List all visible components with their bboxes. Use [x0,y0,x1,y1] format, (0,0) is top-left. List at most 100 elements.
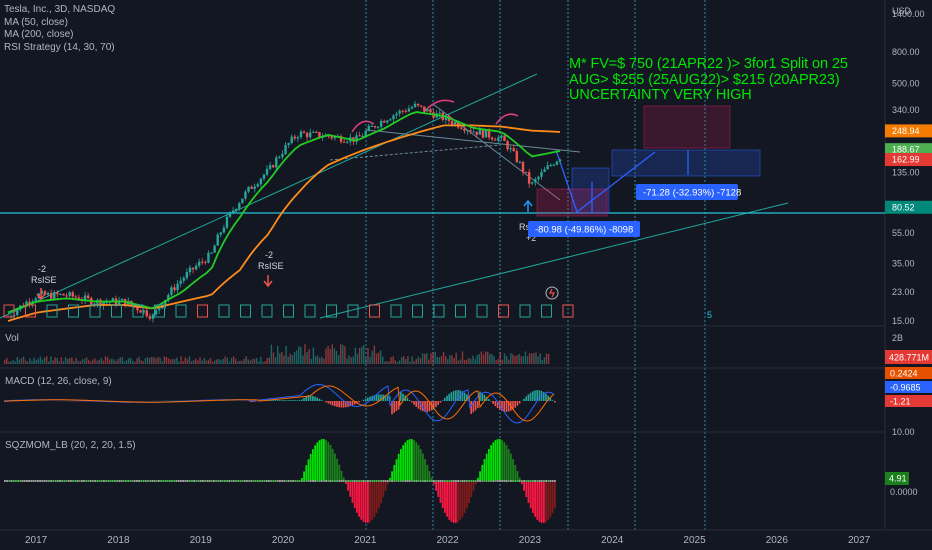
squeeze-dot [221,480,224,482]
squeeze-dot [492,480,495,482]
squeeze-bar [364,481,367,523]
volume-bar [505,356,508,364]
candle-body [299,131,303,138]
rsise-label-2: RsISE [258,261,284,271]
candle-body [379,120,383,127]
squeeze-bar [327,442,330,481]
squeeze-dot [371,480,374,482]
volume-bar [400,357,403,364]
squeeze-dot [171,480,173,482]
macd-histogram-bar [331,401,334,406]
volume-bar [237,361,239,364]
squeeze-bar [507,449,510,481]
squeeze-dot [118,480,121,482]
macd-histogram-bar [527,394,530,401]
squeeze-dot [457,480,459,482]
volume-bar [417,356,420,364]
volume-bar [274,357,277,364]
squeeze-bar [353,481,356,509]
macd-histogram-bar [380,394,382,401]
candle-body [494,139,497,141]
volume-bar [247,359,249,364]
squeeze-dot [169,480,171,482]
squeeze-bar [481,465,484,481]
candle-body [395,113,398,116]
candle-body [53,292,56,299]
macd-histogram-bar [479,391,481,401]
squeeze-bar [373,481,376,517]
squeeze-dot [323,480,325,482]
volume-bar [459,359,462,364]
squeeze-dot [446,480,448,482]
volume-bar [50,356,52,364]
squeeze-dot [276,480,279,482]
macd-histogram-bar [345,401,347,408]
volume-bar [514,356,516,364]
macd-histogram-bar [534,390,536,401]
volume-bar [6,357,8,364]
macd-histogram-bar [496,401,499,409]
legend-ma200: MA (200, close) [4,29,74,40]
lower-channel-line [319,202,789,319]
candle-body [370,125,374,127]
candle-body [543,169,546,172]
squeeze-dot [219,480,222,482]
volume-bar [125,360,128,364]
volume-bar [106,357,109,364]
volume-bar [85,357,88,364]
volume-bar [394,360,396,364]
volume-bar [319,357,321,364]
squeeze-bar [314,445,316,481]
volume-bar [346,358,348,364]
peak-trendline [365,129,581,153]
volume-bar [251,359,254,364]
macd-histogram-bar [316,397,318,401]
candle-body [194,265,198,270]
price-candles [6,101,562,323]
volume-bar [298,346,300,364]
volume-bar [272,352,275,364]
candle-body [111,298,115,302]
volume-bars [4,344,550,364]
volume-bar [230,357,233,364]
squeeze-bar [404,442,407,481]
macd-histogram-bar [325,401,327,403]
volume-bar [472,355,474,364]
volume-bar [335,350,338,364]
earnings-marker [111,304,122,318]
macd-histogram-bar [505,401,508,412]
volume-bar [316,355,319,364]
volume-bar [79,361,81,364]
squeeze-dot [136,480,138,482]
candle-body [62,293,65,296]
squeeze-bar [455,481,457,523]
squeeze-dot [248,480,250,482]
candle-body [241,198,244,204]
squeeze-dot [518,480,521,482]
candle-body [151,314,155,319]
squeeze-bar [301,478,303,481]
squeeze-dot [485,480,488,482]
squeeze-bar [435,481,437,491]
squeeze-bar [402,445,404,481]
earnings-marker [412,304,423,318]
squeeze-dot [74,480,77,482]
price-axis-badge [885,153,932,167]
candle-body [444,115,448,121]
macd-histogram-bar [375,394,378,401]
earnings-marker [541,304,552,318]
volume-bar [442,352,445,364]
price-axis-tick: 23.00 [892,287,915,297]
volume-bar [463,359,466,364]
candle-body [278,156,281,158]
volume-bar [283,355,285,364]
candle-body [383,120,386,123]
macd-histogram-bar [512,401,514,410]
macd-histogram-bar [356,401,358,404]
volume-bar [510,353,512,364]
squeeze-bar [345,481,347,485]
squeeze-dot [10,480,13,482]
candle-body [398,110,401,114]
candle-body [407,108,411,112]
